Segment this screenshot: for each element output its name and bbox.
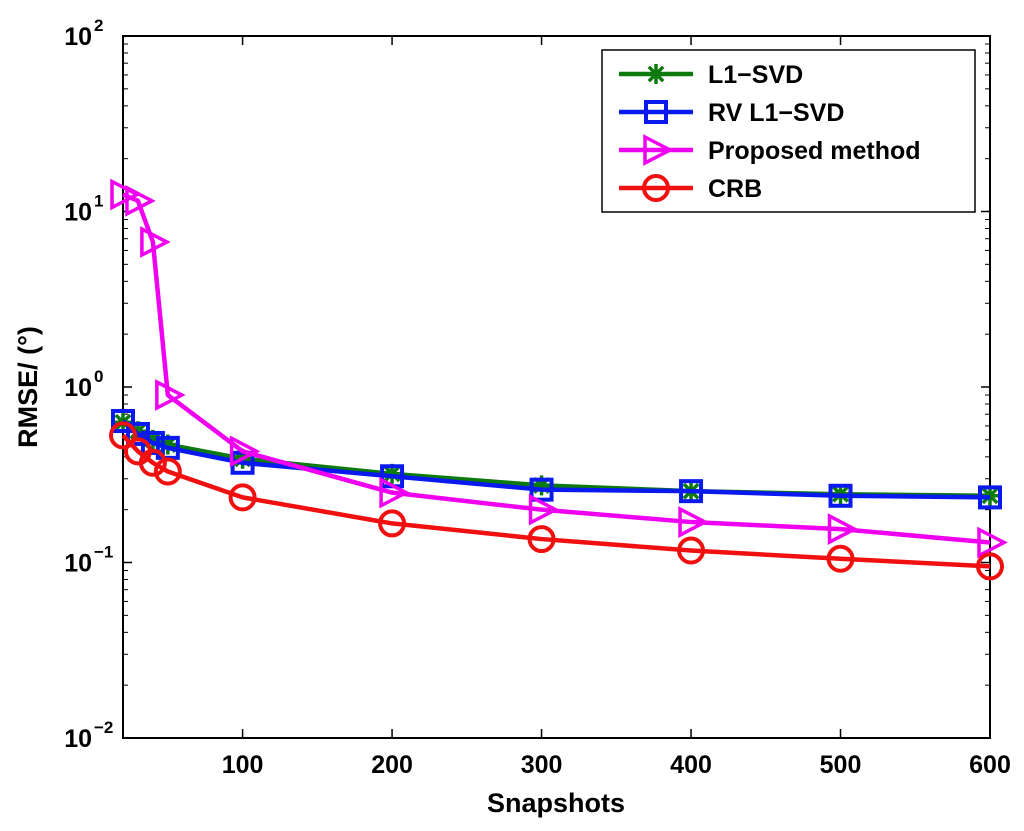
data-point-square xyxy=(529,477,554,502)
legend-entry: RV L1−SVD xyxy=(619,99,844,127)
x-tick-label: 600 xyxy=(969,751,1011,779)
y-tick-label: 10 xyxy=(64,725,92,753)
data-point-circle xyxy=(677,536,706,565)
legend-label: Proposed method xyxy=(708,137,921,165)
data-point-triangle xyxy=(140,226,171,258)
data-point-square xyxy=(140,430,165,455)
y-tick-exponent: 1 xyxy=(94,192,103,211)
legend-box xyxy=(601,49,976,213)
x-tick-label: 400 xyxy=(670,751,712,779)
data-point-triangle xyxy=(155,379,186,411)
data-point-square xyxy=(111,409,135,434)
data-point-square xyxy=(978,485,1002,510)
legend: L1−SVD RV L1−SVD Proposed method CRB xyxy=(601,49,976,213)
data-point-triangle xyxy=(229,435,261,468)
data-point-circle xyxy=(976,552,1004,581)
asterisk-stroke xyxy=(383,465,401,483)
data-point-triangle xyxy=(125,184,156,217)
x-ticks: 100 200 300 400 500 600 xyxy=(222,36,1011,779)
legend-label: L1−SVD xyxy=(708,61,803,89)
legend-label: RV L1−SVD xyxy=(708,99,844,127)
data-point-triangle xyxy=(110,178,141,211)
y-tick-label: 10 xyxy=(64,23,92,51)
y-axis-label: RMSE/ (°) xyxy=(13,326,43,448)
data-point-triangle xyxy=(379,476,410,509)
data-point-circle xyxy=(642,174,670,202)
data-point-square xyxy=(644,100,668,124)
data-point-circle xyxy=(527,525,556,554)
y-tick-label: 10 xyxy=(64,199,92,227)
x-tick-label: 100 xyxy=(222,751,264,779)
series-line xyxy=(121,433,991,569)
asterisk-stroke xyxy=(647,65,665,83)
x-tick-label: 300 xyxy=(521,751,563,779)
data-point-triangle xyxy=(678,506,709,538)
data-point-triangle xyxy=(977,526,1008,559)
y-tick-label: 10 xyxy=(64,374,92,402)
legend-label: CRB xyxy=(708,175,762,203)
data-point-asterisk xyxy=(646,64,666,84)
y-tick-exponent: −1 xyxy=(94,543,113,562)
legend-entry: L1−SVD xyxy=(619,61,803,89)
data-point-circle xyxy=(228,483,257,512)
data-point-circle xyxy=(109,421,137,450)
data-point-square xyxy=(828,483,853,508)
x-tick-label: 500 xyxy=(820,751,862,779)
x-axis-label: Snapshots xyxy=(487,788,625,818)
legend-entry: CRB xyxy=(619,174,762,203)
y-tick-exponent: −2 xyxy=(94,718,113,737)
x-tick-label: 200 xyxy=(371,751,413,779)
data-point-circle xyxy=(153,457,182,486)
data-point-circle xyxy=(138,448,167,477)
y-tick-exponent: 2 xyxy=(94,16,103,35)
series-line xyxy=(122,192,991,545)
y-tick-label: 10 xyxy=(64,550,92,578)
data-point-triangle xyxy=(643,134,674,166)
series-layer xyxy=(109,178,1008,581)
y-tick-exponent: 0 xyxy=(94,367,103,386)
data-point-triangle xyxy=(528,493,560,526)
data-point-circle xyxy=(378,509,407,538)
data-point-triangle xyxy=(827,513,859,545)
legend-entry: Proposed method xyxy=(619,134,921,166)
series-line xyxy=(121,419,991,500)
data-point-square xyxy=(679,479,704,504)
data-point-circle xyxy=(826,544,855,573)
series-crb xyxy=(109,421,1004,581)
series-proposed-method xyxy=(110,178,1008,559)
